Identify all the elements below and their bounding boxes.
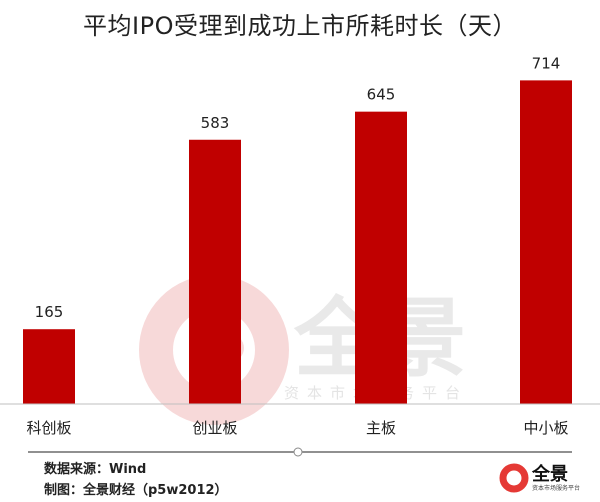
bar-value-label: 583 bbox=[201, 114, 230, 132]
x-tick-label: 科创板 bbox=[26, 419, 71, 437]
chart-credit: 制图：全景财经（p5w2012） bbox=[44, 483, 228, 498]
x-tick-label: 创业板 bbox=[192, 419, 237, 437]
bar-value-label: 645 bbox=[367, 86, 396, 104]
bar bbox=[189, 139, 241, 404]
brand-logo: 全景 资本市场服务平台 bbox=[498, 458, 594, 498]
data-source: 数据来源：Wind bbox=[44, 462, 147, 477]
bar bbox=[355, 111, 407, 404]
bar bbox=[23, 329, 75, 404]
bar-value-label: 714 bbox=[532, 54, 561, 72]
logo-name: 全景 bbox=[532, 464, 568, 485]
x-tick-label: 中小板 bbox=[523, 419, 568, 437]
chart-title: 平均IPO受理到成功上市所耗时长（天） bbox=[83, 12, 517, 40]
bar-value-label: 165 bbox=[35, 303, 64, 321]
logo-tagline: 资本市场服务平台 bbox=[532, 485, 581, 492]
x-tick-label: 主板 bbox=[366, 419, 396, 437]
logo-swirl-icon bbox=[499, 463, 529, 493]
bar bbox=[520, 80, 572, 404]
divider-knob bbox=[293, 447, 303, 457]
